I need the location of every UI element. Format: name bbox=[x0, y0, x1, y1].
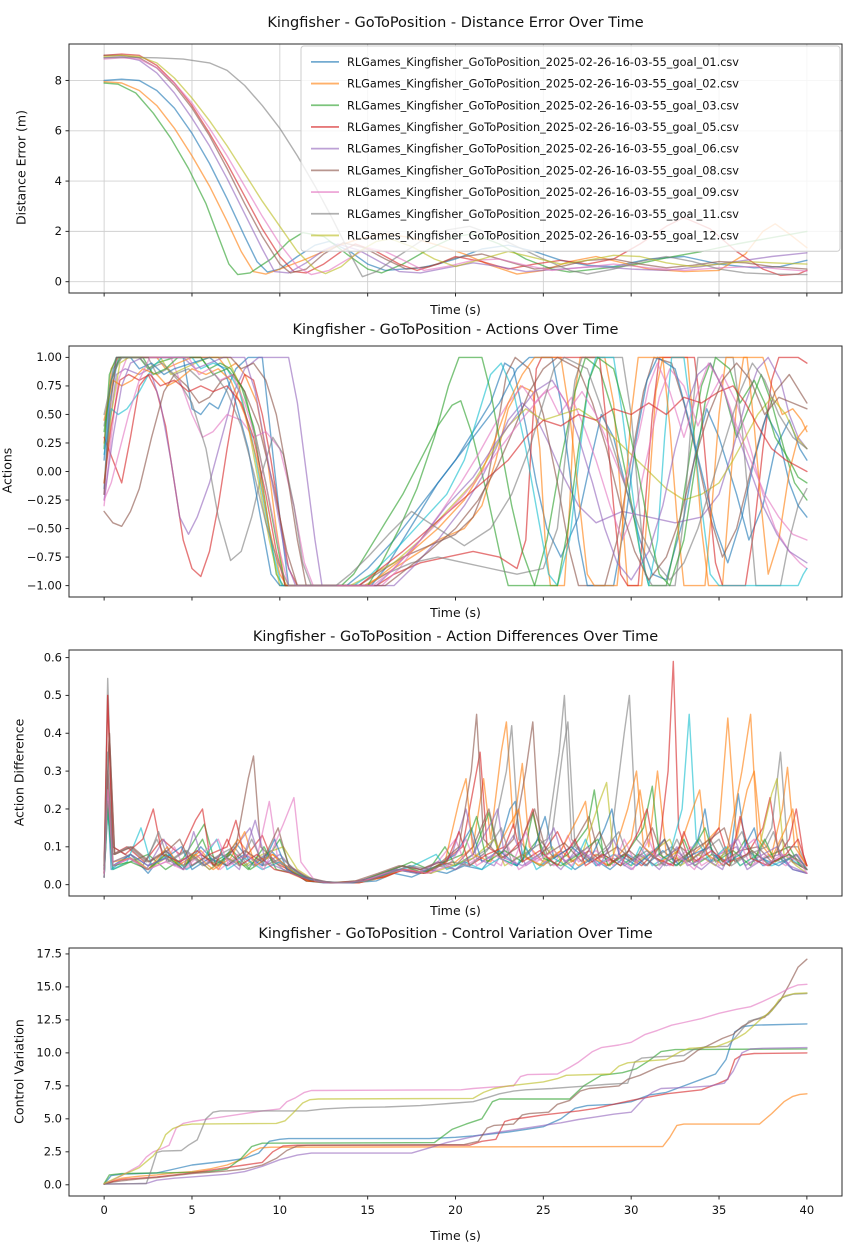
x-axis-label-1: Time (s) bbox=[430, 302, 481, 317]
legend-label: RLGames_Kingfisher_GoToPosition_2025-02-… bbox=[347, 78, 739, 91]
y-tick-label: 5.0 bbox=[44, 1112, 62, 1126]
y-tick-label: 15.0 bbox=[36, 980, 62, 994]
series-line bbox=[103, 356, 808, 587]
y-axis-label-distance-error: Distance Error (m) bbox=[13, 110, 29, 226]
series-line bbox=[103, 356, 808, 587]
x-tick-label: 5 bbox=[188, 1203, 195, 1217]
y-tick-label: 8 bbox=[55, 73, 62, 87]
series-line bbox=[103, 356, 808, 587]
x-axis-label-2: Time (s) bbox=[430, 605, 481, 620]
x-tick-label: 20 bbox=[448, 1203, 463, 1217]
legend-label: RLGames_Kingfisher_GoToPosition_2025-02-… bbox=[347, 186, 739, 199]
y-tick-label: 0.75 bbox=[36, 379, 62, 393]
y-tick-label: 17.5 bbox=[36, 947, 62, 961]
x-tick-label: 15 bbox=[360, 1203, 375, 1217]
x-axis-label-3: Time (s) bbox=[430, 903, 481, 918]
y-axis-label-control-variation: Control Variation bbox=[11, 1019, 27, 1124]
y-tick-label: 0.50 bbox=[36, 407, 62, 421]
plot-frame bbox=[68, 947, 843, 1197]
y-tick-label: −0.50 bbox=[27, 521, 62, 535]
series-line bbox=[103, 958, 808, 1185]
series-line bbox=[103, 770, 808, 884]
y-tick-label: 0.25 bbox=[36, 436, 62, 450]
y-axis-label-action-difference: Action Difference bbox=[11, 718, 27, 827]
series-line bbox=[103, 356, 808, 587]
legend-label: RLGames_Kingfisher_GoToPosition_2025-02-… bbox=[347, 229, 739, 242]
x-tick-label: 25 bbox=[536, 1203, 551, 1217]
y-tick-label: 0.0 bbox=[44, 877, 62, 891]
series-line bbox=[103, 373, 808, 587]
legend-label: RLGames_Kingfisher_GoToPosition_2025-02-… bbox=[347, 121, 739, 134]
x-tick-label: 35 bbox=[712, 1203, 727, 1217]
series-line bbox=[103, 54, 808, 274]
series-line bbox=[103, 356, 808, 587]
y-tick-label: 2 bbox=[55, 224, 62, 238]
y-tick-label: −1.00 bbox=[27, 578, 62, 592]
y-tick-label: 0 bbox=[55, 274, 62, 288]
series-line bbox=[103, 992, 808, 1185]
series-line bbox=[103, 713, 808, 884]
series-line bbox=[103, 356, 808, 587]
y-tick-label: 0.4 bbox=[44, 726, 62, 740]
y-tick-label: −0.25 bbox=[27, 493, 62, 507]
y-axis-label-actions: Actions bbox=[0, 447, 15, 494]
legend-label: RLGames_Kingfisher_GoToPosition_2025-02-… bbox=[347, 208, 739, 221]
y-tick-label: 0.0 bbox=[44, 1178, 62, 1192]
series-line bbox=[103, 983, 808, 1185]
series-line bbox=[103, 356, 808, 587]
x-axis-label-4: Time (s) bbox=[430, 1228, 481, 1243]
y-tick-label: 0.00 bbox=[36, 464, 62, 478]
y-tick-label: 0.1 bbox=[44, 840, 62, 854]
series-line bbox=[103, 694, 808, 884]
y-tick-label: 1.00 bbox=[36, 350, 62, 364]
y-tick-label: 10.0 bbox=[36, 1046, 62, 1060]
series-line bbox=[103, 356, 808, 587]
legend-label: RLGames_Kingfisher_GoToPosition_2025-02-… bbox=[347, 56, 739, 69]
y-tick-label: 0.2 bbox=[44, 802, 62, 816]
y-tick-label: 2.5 bbox=[44, 1145, 62, 1159]
chart-title-distance-error: Kingfisher - GoToPosition - Distance Err… bbox=[267, 15, 644, 31]
y-tick-label: 7.5 bbox=[44, 1079, 62, 1093]
y-tick-label: 0.6 bbox=[44, 650, 62, 664]
series-line bbox=[103, 713, 808, 884]
series-line bbox=[103, 356, 808, 587]
series-line bbox=[103, 82, 808, 276]
x-tick-label: 40 bbox=[800, 1203, 815, 1217]
series-line bbox=[103, 356, 808, 587]
y-tick-label: 4 bbox=[55, 174, 62, 188]
y-tick-label: 0.5 bbox=[44, 688, 62, 702]
y-tick-label: 6 bbox=[55, 124, 62, 138]
chart-title-actions: Kingfisher - GoToPosition - Actions Over… bbox=[292, 322, 619, 338]
chart-title-control-variation: Kingfisher - GoToPosition - Control Vari… bbox=[258, 926, 653, 942]
x-tick-label: 30 bbox=[624, 1203, 639, 1217]
x-tick-label: 0 bbox=[100, 1203, 107, 1217]
series-line bbox=[103, 1093, 808, 1185]
legend-label: RLGames_Kingfisher_GoToPosition_2025-02-… bbox=[347, 99, 739, 112]
y-tick-label: 12.5 bbox=[36, 1013, 62, 1027]
series-line bbox=[103, 992, 808, 1185]
legend-label: RLGames_Kingfisher_GoToPosition_2025-02-… bbox=[347, 164, 739, 177]
series-line bbox=[103, 694, 808, 884]
series-line bbox=[103, 356, 808, 587]
series-line bbox=[103, 356, 808, 587]
series-line bbox=[103, 789, 808, 884]
series-line bbox=[103, 1046, 808, 1185]
y-tick-label: 0.3 bbox=[44, 764, 62, 778]
y-tick-label: −0.75 bbox=[27, 550, 62, 564]
legend-label: RLGames_Kingfisher_GoToPosition_2025-02-… bbox=[347, 143, 739, 156]
legend-box bbox=[300, 45, 841, 252]
x-tick-label: 10 bbox=[272, 1203, 287, 1217]
series-line bbox=[103, 660, 808, 884]
chart-title-action-differences: Kingfisher - GoToPosition - Action Diffe… bbox=[252, 629, 659, 645]
series-line bbox=[103, 356, 808, 587]
